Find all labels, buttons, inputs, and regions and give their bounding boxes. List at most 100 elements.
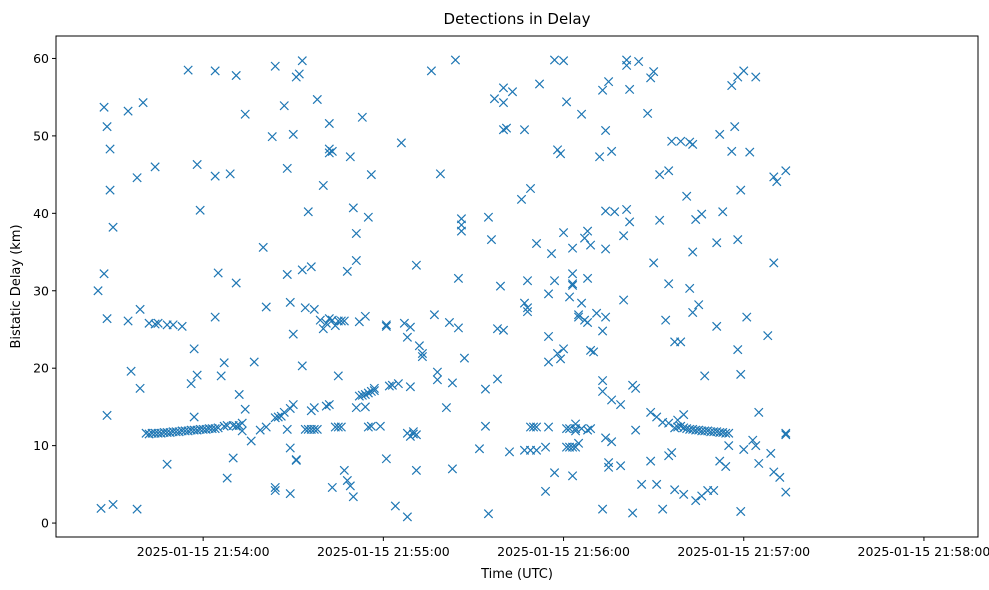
data-point xyxy=(682,191,692,201)
data-point xyxy=(288,329,298,339)
chart-title: Detections in Delay xyxy=(444,10,591,28)
data-point xyxy=(736,506,746,517)
data-point xyxy=(624,217,635,227)
data-point xyxy=(405,382,416,392)
data-point xyxy=(453,323,464,333)
data-point xyxy=(150,162,160,172)
data-point xyxy=(354,391,364,401)
data-point xyxy=(405,322,416,332)
data-point xyxy=(498,97,509,108)
y-axis-label: Bistatic Delay (km) xyxy=(9,224,24,348)
y-axis-ticks: 0 10 20 30 40 50 60 xyxy=(33,51,56,531)
data-point xyxy=(192,159,202,170)
data-point xyxy=(246,436,256,446)
x-tick-label: 2025-01-15 21:57:00 xyxy=(677,544,810,559)
plot-frame xyxy=(55,35,979,538)
data-point xyxy=(237,418,247,428)
data-point xyxy=(345,481,355,491)
data-point xyxy=(105,185,115,195)
data-point xyxy=(567,280,578,290)
data-point xyxy=(567,471,578,481)
data-point xyxy=(748,435,758,445)
data-point xyxy=(210,312,220,322)
data-point xyxy=(102,410,112,421)
data-point xyxy=(237,426,247,436)
data-point xyxy=(600,125,611,136)
data-point xyxy=(309,403,319,413)
data-point xyxy=(276,411,286,421)
data-point xyxy=(282,163,292,174)
data-point xyxy=(315,315,325,325)
data-point xyxy=(624,84,635,95)
data-point xyxy=(258,242,268,253)
data-point xyxy=(270,61,280,71)
data-point xyxy=(357,112,367,122)
data-point xyxy=(558,228,569,238)
data-point xyxy=(186,379,196,389)
data-point xyxy=(576,298,587,308)
data-point xyxy=(339,316,349,326)
data-point xyxy=(135,304,145,314)
data-point xyxy=(282,269,292,280)
data-point xyxy=(694,300,704,310)
data-point xyxy=(108,222,118,232)
data-point xyxy=(99,269,109,279)
data-point xyxy=(330,320,340,331)
y-tick-label: 0 xyxy=(41,516,49,531)
data-point xyxy=(775,472,785,483)
data-point xyxy=(498,125,509,135)
data-point xyxy=(745,147,755,157)
data-point xyxy=(643,108,653,119)
data-point xyxy=(270,413,280,423)
data-point xyxy=(540,442,551,452)
data-point xyxy=(736,185,746,195)
data-point xyxy=(297,265,307,275)
data-point xyxy=(456,226,467,236)
data-point xyxy=(318,324,328,334)
data-point xyxy=(219,421,229,431)
data-point xyxy=(240,109,250,119)
data-point xyxy=(210,66,220,76)
data-point xyxy=(417,351,428,362)
data-point xyxy=(661,315,671,325)
data-point xyxy=(279,101,289,111)
data-point xyxy=(363,212,373,222)
x-tick-label: 2025-01-15 21:56:00 xyxy=(497,544,630,559)
data-point xyxy=(600,312,611,322)
data-point xyxy=(273,412,283,422)
data-point xyxy=(664,166,674,176)
data-point xyxy=(342,266,352,277)
data-point xyxy=(697,209,707,219)
data-point xyxy=(132,504,142,514)
data-point xyxy=(132,173,142,183)
data-point xyxy=(531,238,542,249)
data-point xyxy=(600,244,611,254)
data-point xyxy=(498,325,509,335)
data-point xyxy=(582,317,593,328)
data-point xyxy=(432,375,443,385)
data-point xyxy=(664,279,674,289)
data-point xyxy=(105,144,115,154)
data-point xyxy=(480,421,491,431)
data-point xyxy=(600,206,611,216)
data-point xyxy=(429,310,440,320)
data-point xyxy=(327,482,337,493)
data-point xyxy=(715,129,725,139)
data-point xyxy=(444,317,455,328)
data-point xyxy=(483,212,494,222)
data-point xyxy=(751,441,761,451)
x-axis-ticks: 2025-01-15 21:54:00 2025-01-15 21:55:00 20… xyxy=(137,537,989,559)
data-point xyxy=(582,226,593,236)
data-point xyxy=(631,383,641,393)
data-point xyxy=(564,292,575,302)
x-tick-label: 2025-01-15 21:55:00 xyxy=(317,544,450,559)
data-point xyxy=(597,504,608,514)
data-point xyxy=(621,204,632,215)
data-point xyxy=(606,395,617,405)
x-axis-label: Time (UTC) xyxy=(480,567,553,582)
data-point xyxy=(540,486,551,496)
data-point xyxy=(138,97,148,108)
data-point xyxy=(615,399,626,410)
data-markers xyxy=(93,55,791,522)
data-point xyxy=(162,459,172,469)
